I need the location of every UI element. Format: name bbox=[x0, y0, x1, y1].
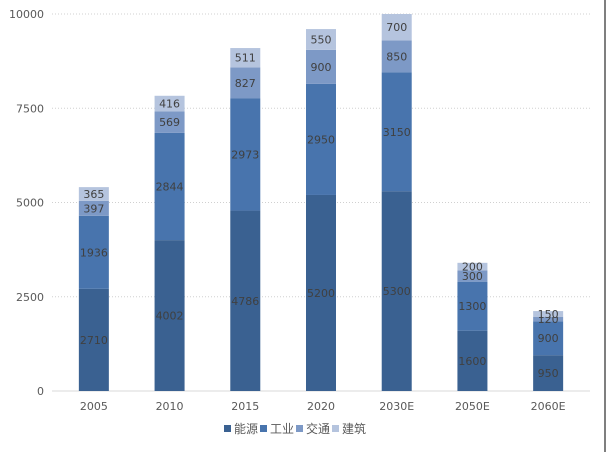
data-label: 900 bbox=[538, 332, 559, 345]
data-label: 550 bbox=[311, 33, 332, 46]
y-tick-label: 2500 bbox=[16, 291, 44, 304]
legend: 能源 工业 交通 建筑 bbox=[224, 421, 366, 436]
legend-label: 交通 bbox=[306, 421, 330, 436]
legend-swatch bbox=[296, 425, 303, 432]
x-tick-label: 2005 bbox=[80, 400, 108, 413]
x-tick-label: 2060E bbox=[531, 400, 566, 413]
y-tick-label: 7500 bbox=[16, 102, 44, 115]
bar-segment bbox=[533, 355, 564, 391]
bar-segment bbox=[230, 48, 261, 68]
bar-segment bbox=[381, 72, 412, 192]
x-tick-label: 2010 bbox=[156, 400, 184, 413]
x-tick-label: 2015 bbox=[231, 400, 259, 413]
bar-segment bbox=[78, 187, 109, 201]
bar-segment bbox=[154, 111, 185, 133]
bar-segment bbox=[457, 281, 488, 331]
data-label: 397 bbox=[83, 202, 104, 215]
legend-item: 能源 bbox=[224, 422, 258, 436]
legend-item: 建筑 bbox=[332, 421, 366, 436]
frame-border bbox=[604, 0, 606, 452]
data-label: 569 bbox=[159, 116, 180, 129]
bar-segment bbox=[533, 316, 564, 322]
legend-label: 建筑 bbox=[342, 421, 366, 436]
legend-swatch bbox=[332, 425, 339, 432]
bar-segment bbox=[230, 98, 261, 211]
legend-item: 交通 bbox=[296, 421, 330, 436]
data-label: 2710 bbox=[80, 334, 108, 347]
legend-swatch bbox=[260, 425, 267, 432]
data-label: 200 bbox=[462, 261, 483, 274]
data-label: 150 bbox=[538, 308, 559, 321]
data-label: 850 bbox=[386, 50, 407, 63]
data-label: 5300 bbox=[383, 285, 411, 298]
bar-stack: 4786 2973 827 511 bbox=[230, 48, 261, 391]
legend-label: 能源 bbox=[234, 422, 258, 436]
data-label: 1300 bbox=[458, 300, 486, 313]
data-label: 416 bbox=[159, 98, 180, 111]
bar-segment bbox=[230, 210, 261, 391]
bar-segment bbox=[78, 200, 109, 216]
bar-segment bbox=[306, 83, 336, 195]
bar-segment bbox=[381, 191, 412, 391]
bar-segment bbox=[306, 49, 336, 84]
bar-segment bbox=[457, 262, 488, 271]
data-label: 700 bbox=[386, 21, 407, 34]
bar-segment bbox=[154, 240, 185, 391]
x-tick-label: 2030E bbox=[379, 400, 414, 413]
bar-segment bbox=[306, 29, 336, 50]
data-label: 300 bbox=[462, 270, 483, 283]
data-label: 511 bbox=[235, 52, 256, 65]
data-label: 950 bbox=[538, 367, 559, 380]
bar-stack: 5300 3150 850 700 bbox=[381, 14, 412, 391]
bar-segment bbox=[230, 67, 261, 99]
x-axis: 2005 2010 2015 2020 2030E 2050E 2060E bbox=[80, 400, 566, 413]
bar-segment bbox=[457, 330, 488, 391]
bar-segment bbox=[381, 40, 412, 73]
data-label: 4786 bbox=[231, 295, 259, 308]
bar-segment bbox=[457, 270, 488, 282]
bar-segment bbox=[306, 194, 336, 391]
data-label: 2950 bbox=[307, 133, 335, 146]
bar-segment bbox=[381, 14, 412, 41]
data-label: 900 bbox=[311, 61, 332, 74]
data-label: 4002 bbox=[156, 310, 184, 323]
bar-segment bbox=[533, 321, 564, 356]
data-label: 365 bbox=[83, 188, 104, 201]
x-tick-label: 2020 bbox=[307, 400, 335, 413]
bar-segment bbox=[154, 132, 185, 241]
data-label: 5200 bbox=[307, 287, 335, 300]
data-label: 3150 bbox=[383, 126, 411, 139]
data-label: 827 bbox=[235, 77, 256, 90]
y-tick-label: 10000 bbox=[9, 8, 44, 21]
data-label: 2844 bbox=[156, 181, 184, 194]
legend-label: 工业 bbox=[270, 422, 294, 436]
bar-segment bbox=[78, 215, 109, 289]
y-tick-label: 0 bbox=[37, 385, 44, 398]
bar-stack: 5200 2950 900 550 bbox=[306, 29, 336, 391]
bar-segment bbox=[154, 95, 185, 112]
y-tick-label: 5000 bbox=[16, 197, 44, 210]
y-axis: 0 2500 5000 7500 10000 bbox=[9, 8, 44, 398]
data-label: 2973 bbox=[231, 149, 259, 162]
bar-segment bbox=[78, 288, 109, 391]
legend-item: 工业 bbox=[260, 422, 294, 436]
data-label: 1936 bbox=[80, 246, 108, 259]
x-tick-label: 2050E bbox=[455, 400, 490, 413]
bar-stack: 4002 2844 569 416 bbox=[154, 95, 185, 391]
bar-segment bbox=[533, 311, 564, 317]
data-label: 1600 bbox=[458, 355, 486, 368]
legend-swatch bbox=[224, 425, 231, 432]
